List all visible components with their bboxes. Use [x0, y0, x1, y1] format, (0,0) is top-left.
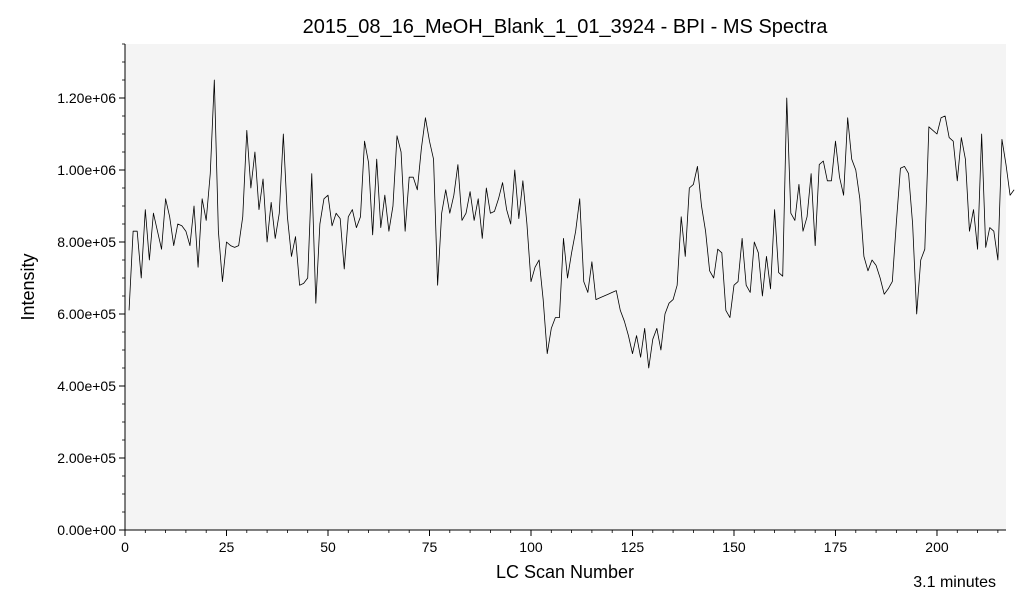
y-tick-label: 2.00e+05 [57, 450, 116, 466]
y-axis-label: Intensity [18, 253, 38, 320]
x-tick-label: 25 [219, 539, 235, 555]
x-ticks: 0 25 50 75 100 125 150 175 200 [121, 530, 999, 555]
y-tick-label: 4.00e+05 [57, 378, 116, 394]
x-tick-label: 50 [320, 539, 336, 555]
y-tick-label: 1.20e+06 [57, 90, 116, 106]
elapsed-time-note: 3.1 minutes [913, 574, 996, 591]
x-tick-label: 150 [722, 539, 746, 555]
x-tick-label: 0 [121, 539, 129, 555]
x-tick-label: 75 [422, 539, 438, 555]
x-tick-label: 200 [925, 539, 949, 555]
y-tick-label: 0.00e+00 [57, 522, 116, 538]
y-tick-label: 6.00e+05 [57, 306, 116, 322]
y-ticks: 0.00e+00 2.00e+05 4.00e+05 6.00e+05 8.00e+05… [57, 90, 125, 538]
x-tick-label: 175 [824, 539, 848, 555]
y-tick-label: 1.00e+06 [57, 162, 116, 178]
x-tick-label: 125 [621, 539, 645, 555]
x-tick-label: 100 [519, 539, 543, 555]
x-axis-label: LC Scan Number [496, 562, 634, 582]
chart-title: 2015_08_16_MeOH_Blank_1_01_3924 - BPI - … [303, 16, 829, 38]
series-line [128, 79, 1015, 369]
plot-background [125, 44, 1006, 530]
y-tick-label: 8.00e+05 [57, 234, 116, 250]
